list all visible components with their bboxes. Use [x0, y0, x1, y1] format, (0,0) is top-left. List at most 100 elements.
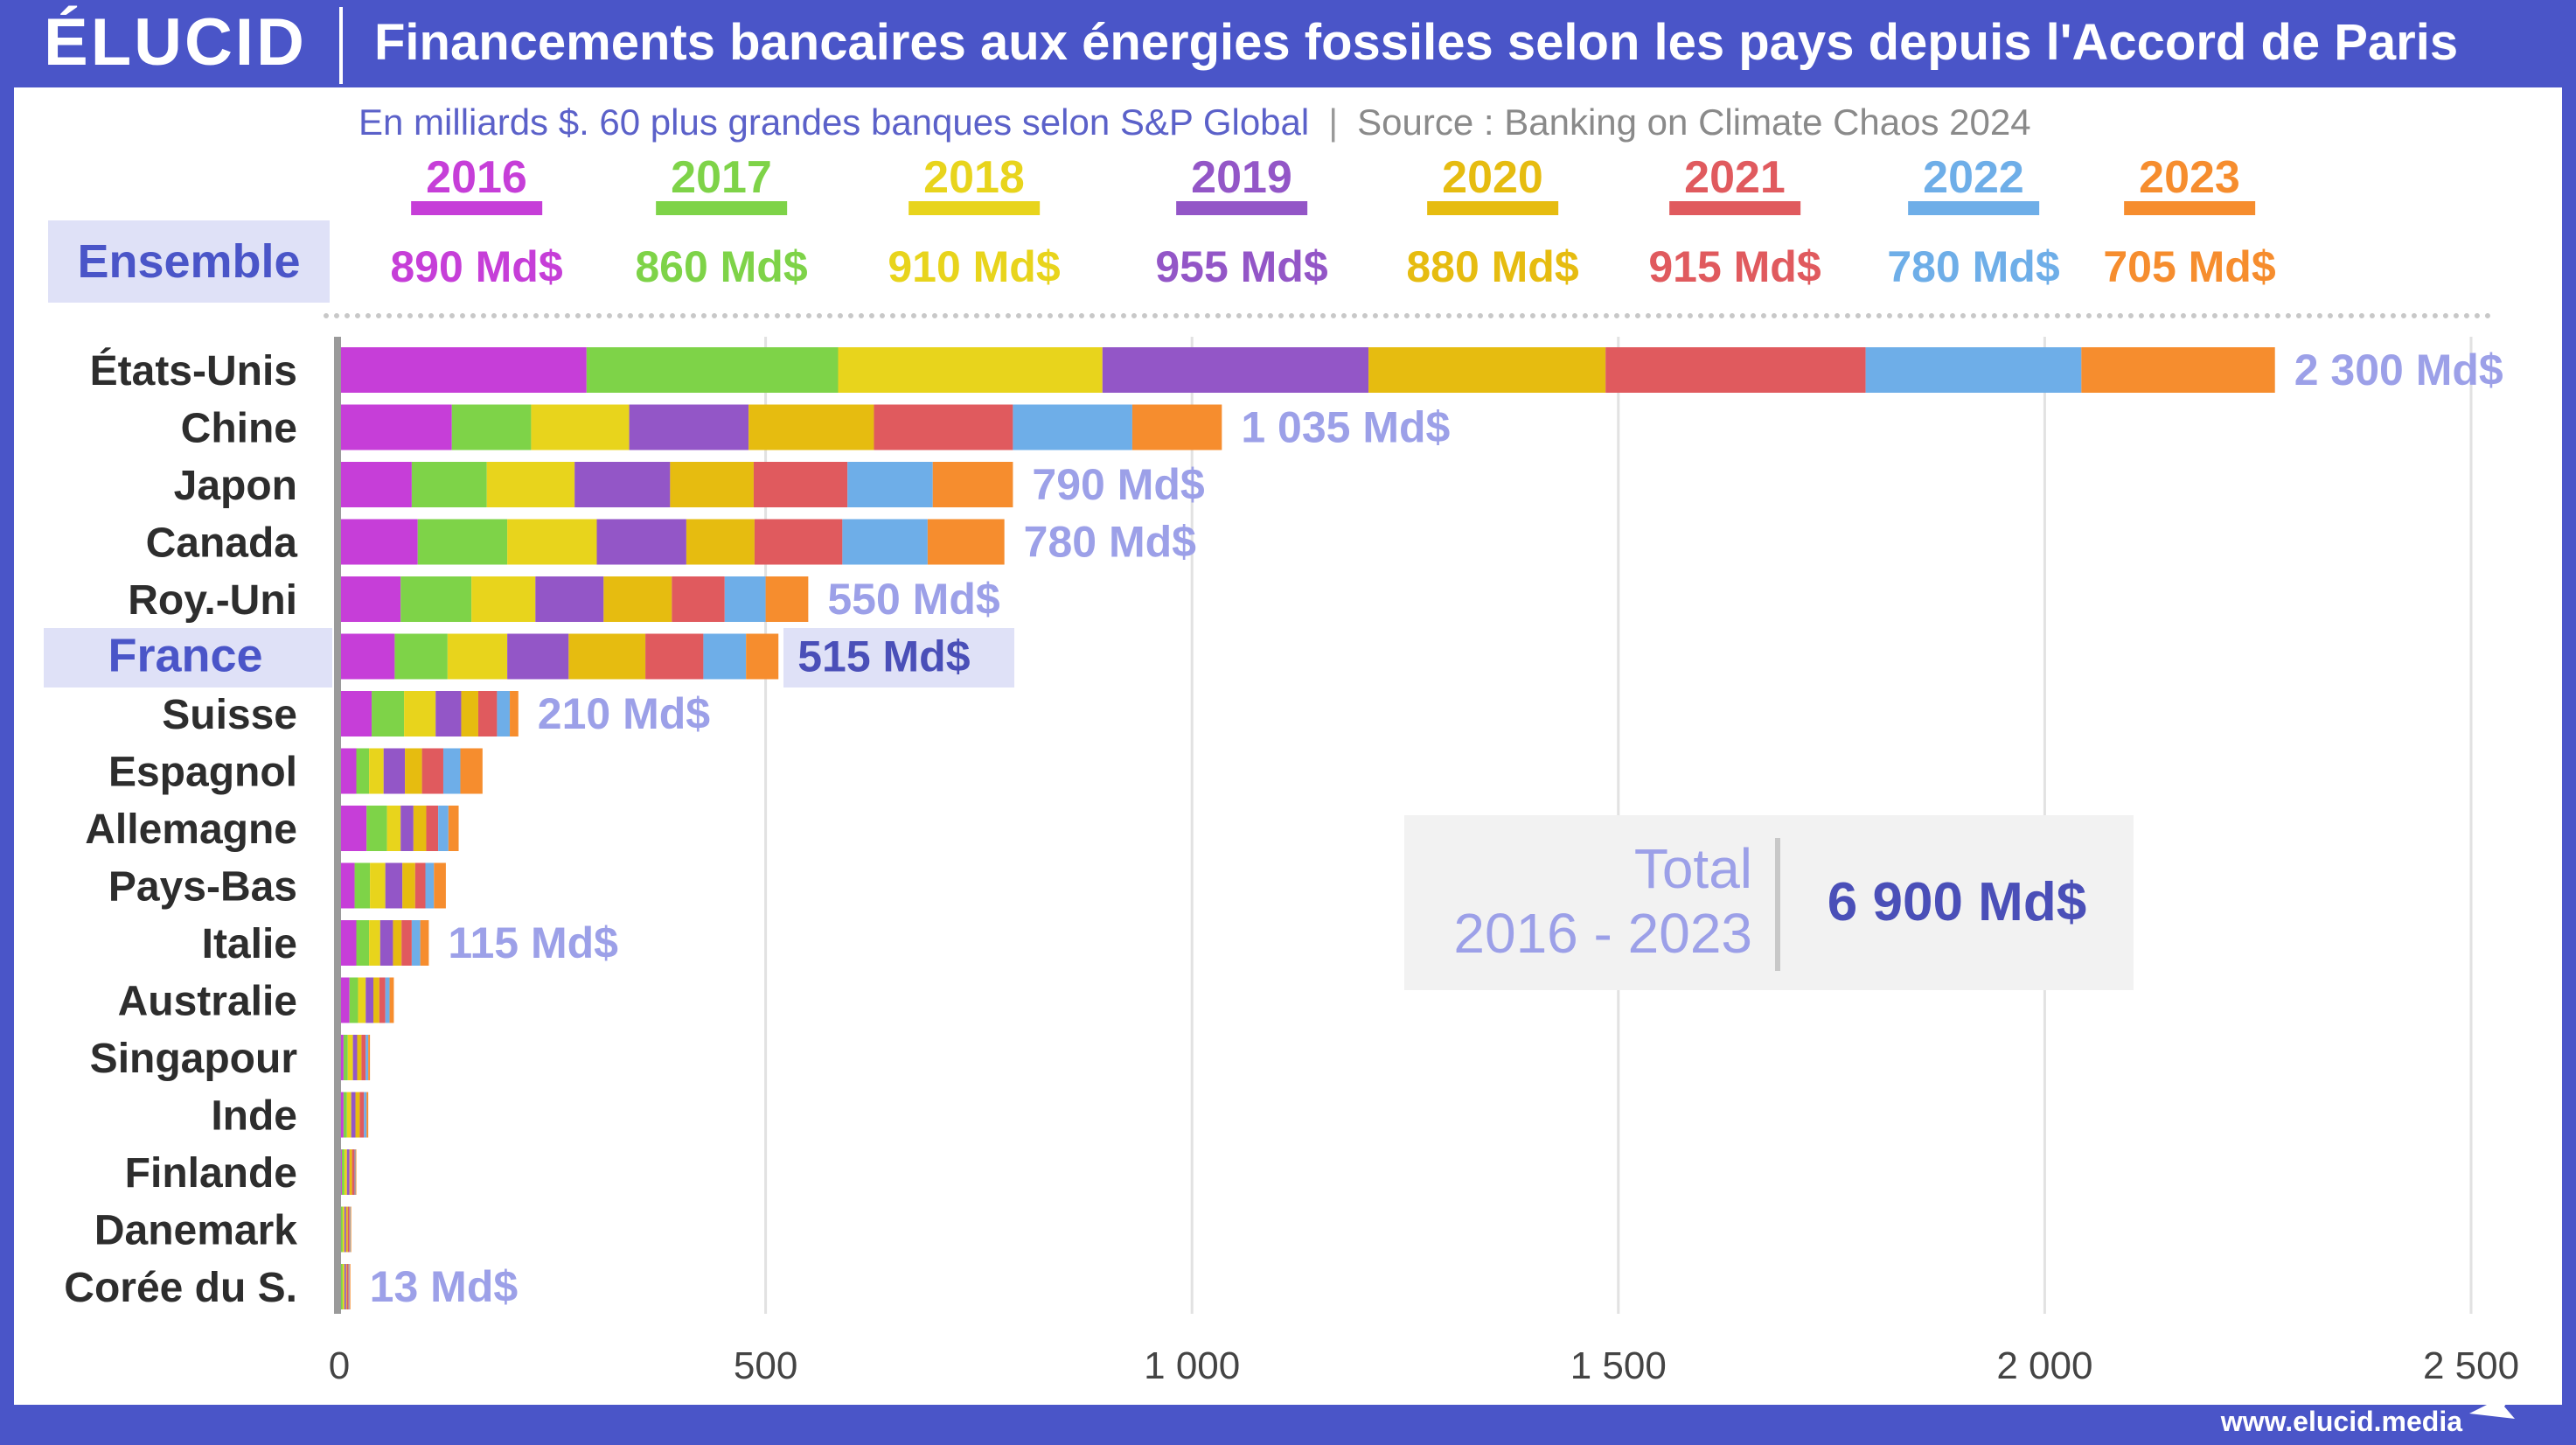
y-axis-line	[334, 337, 341, 1314]
bar-segment	[435, 691, 462, 736]
bar-segment	[442, 748, 461, 794]
bar-total-label: 515 Md$	[797, 632, 971, 681]
bar-segment	[379, 977, 386, 1023]
bar-segment	[351, 1092, 356, 1138]
legend-year-swatch	[411, 201, 542, 215]
bar-segment	[347, 1035, 353, 1080]
x-tick-label: 2 000	[1996, 1344, 2092, 1387]
bar-segment	[629, 404, 749, 450]
bar-segment	[461, 691, 478, 736]
bar-segment	[366, 1035, 369, 1080]
x-tick-label: 1 500	[1570, 1344, 1667, 1387]
bar-segment	[389, 977, 394, 1023]
bar-segment	[686, 519, 755, 565]
bar-segment	[535, 576, 604, 622]
legend-year-swatch	[656, 201, 787, 215]
category-label: Italie	[202, 921, 297, 967]
bar-segment	[568, 633, 646, 680]
legend-year-label: 2018	[923, 152, 1025, 203]
bar-segment	[349, 1149, 352, 1195]
bar-segment	[356, 748, 370, 794]
bar-segment	[354, 862, 371, 909]
bar-segment	[368, 1035, 371, 1080]
bar-segment	[386, 806, 401, 851]
bar-segment	[746, 633, 779, 680]
bar-segment	[344, 1264, 346, 1309]
subtitle-separator: |	[1328, 101, 1339, 143]
legend-year-swatch	[2124, 201, 2255, 215]
subtitle-main: En milliards $. 60 plus grandes banques …	[359, 101, 1310, 143]
bar-segment	[369, 920, 380, 966]
legend-year-swatch	[1669, 201, 1800, 215]
bar-segment	[838, 347, 1103, 393]
legend-year-total-2021: 915 Md$	[1648, 242, 1821, 291]
x-tick-label: 0	[329, 1344, 350, 1387]
bar-segment	[366, 977, 374, 1023]
bar-segment	[1131, 404, 1222, 450]
footer-url[interactable]: www.elucid.media	[2220, 1406, 2462, 1437]
category-label: France	[108, 630, 262, 682]
legend-year-total-2022: 780 Md$	[1887, 242, 2060, 291]
bar-total-label: 13 Md$	[370, 1262, 519, 1311]
bar-segment	[342, 1264, 345, 1309]
bar-segment	[420, 920, 429, 966]
total-divider	[1775, 838, 1780, 971]
bar-segment	[1605, 347, 1866, 393]
bar-segment	[670, 462, 754, 507]
bar-segment	[847, 462, 933, 507]
bar-segment	[346, 1092, 352, 1138]
dotted-separator	[324, 313, 2492, 318]
legend-year-label: 2023	[2139, 152, 2240, 203]
bar-segment	[765, 576, 809, 622]
bar-segment	[754, 519, 843, 565]
total-label-line1: Total	[1633, 837, 1752, 900]
legend-year-total-2018: 910 Md$	[888, 242, 1061, 291]
bar-segment	[339, 748, 357, 794]
legend-year-label: 2016	[426, 152, 527, 203]
bar-segment	[347, 1206, 350, 1253]
bar-segment	[339, 977, 350, 1023]
bar-segment	[417, 519, 508, 565]
bar-segment	[361, 1035, 366, 1080]
bar-total-label: 790 Md$	[1032, 460, 1205, 509]
bar-segment	[366, 806, 387, 851]
subtitle-source: Source : Banking on Climate Chaos 2024	[1357, 101, 2031, 143]
bar-segment	[414, 862, 426, 909]
legend-year-total-2020: 880 Md$	[1406, 242, 1579, 291]
legend-year-swatch	[909, 201, 1040, 215]
legend-year-2023: 2023	[2124, 149, 2255, 215]
bar-segment	[394, 633, 448, 680]
chart-subtitle: En milliards $. 60 plus grandes banques …	[359, 94, 2031, 150]
elucid-logo: ÉLUCID	[44, 5, 307, 80]
bar-segment	[339, 1092, 344, 1138]
bar-segment	[748, 404, 874, 450]
bar-segment	[842, 519, 928, 565]
bar-segment	[486, 462, 575, 507]
bar-segment	[672, 576, 725, 622]
bar-segment	[354, 1149, 356, 1195]
bar-segment	[339, 806, 367, 851]
total-label: Total 2016 - 2023	[1404, 836, 1752, 966]
legend-year-total-2017: 860 Md$	[635, 242, 808, 291]
bar-segment	[425, 862, 435, 909]
bar-segment	[344, 1206, 346, 1253]
bar-segment	[404, 691, 436, 736]
bar-segment	[345, 1264, 347, 1309]
legend-year-2021: 2021	[1669, 149, 1800, 215]
bar-segment	[753, 462, 848, 507]
category-label: Corée du S.	[64, 1265, 297, 1311]
legend-year-swatch	[1908, 201, 2039, 215]
bar-segment	[339, 1035, 344, 1080]
bar-segment	[447, 633, 508, 680]
bar-segment	[349, 1264, 351, 1309]
legend-year-label: 2017	[671, 152, 772, 203]
chart-panel	[14, 87, 2562, 1405]
legend-year-2018: 2018	[909, 149, 1040, 215]
legend-year-label: 2021	[1684, 152, 1786, 203]
chart-title: Financements bancaires aux énergies foss…	[374, 14, 2459, 71]
bar-segment	[339, 862, 355, 909]
bar-segment	[383, 748, 406, 794]
legend-year-swatch	[1176, 201, 1307, 215]
header-bar: ÉLUCID Financements bancaires aux énergi…	[0, 0, 2576, 86]
bar-segment	[1102, 347, 1369, 393]
